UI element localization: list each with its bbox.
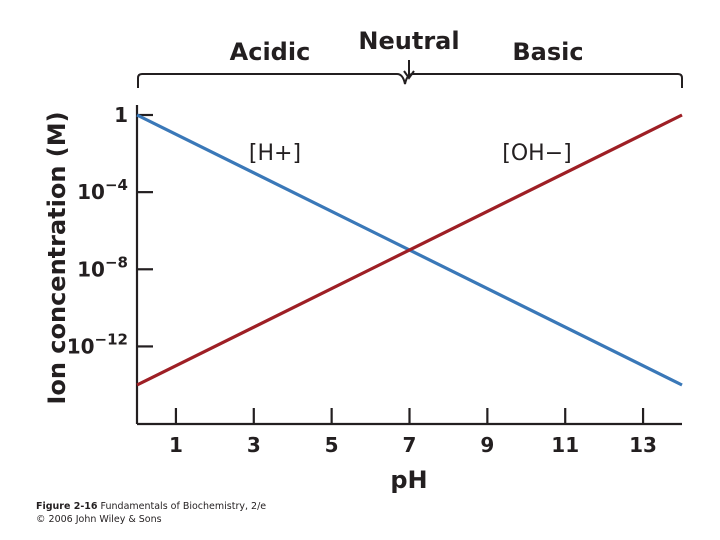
figure-caption-line2: © 2006 John Wiley & Sons <box>36 514 162 525</box>
basic-label: Basic <box>512 38 583 66</box>
y-tick-label: 10−4 <box>77 176 128 204</box>
x-tick-label: 5 <box>325 433 339 457</box>
series-line-1 <box>136 113 683 387</box>
book-title: Fundamentals of Biochemistry, 2/e <box>98 501 267 512</box>
x-tick-label: 3 <box>247 433 261 457</box>
figure-caption-line1: Figure 2-16 Fundamentals of Biochemistry… <box>36 501 266 512</box>
x-ticks: 1 3 5 7 9 11 13 <box>169 408 657 457</box>
x-tick-label: 9 <box>480 433 494 457</box>
region-brace <box>137 73 683 88</box>
series-label-1: [OH−] <box>502 141 571 166</box>
neutral-label: Neutral <box>358 27 459 55</box>
acidic-label: Acidic <box>230 38 311 66</box>
x-tick-label: 13 <box>629 433 657 457</box>
x-tick-label: 1 <box>169 433 183 457</box>
figure-number: Figure 2-16 <box>36 501 98 512</box>
x-tick-label: 11 <box>551 433 579 457</box>
series-lines <box>136 113 683 387</box>
series-labels: [H+] [OH−] <box>249 141 572 166</box>
x-axis-label: pH <box>390 466 427 494</box>
y-tick-label: 10−12 <box>67 330 128 358</box>
y-ticks: 1 10−4 10−8 10−12 <box>67 103 153 358</box>
y-tick-label: 10−8 <box>77 253 128 281</box>
y-tick-label: 1 <box>114 103 128 127</box>
series-label-0: [H+] <box>249 141 301 166</box>
x-tick-label: 7 <box>403 433 417 457</box>
y-axis-label: Ion concentration (M) <box>43 111 71 404</box>
neutral-arrow <box>403 60 415 80</box>
